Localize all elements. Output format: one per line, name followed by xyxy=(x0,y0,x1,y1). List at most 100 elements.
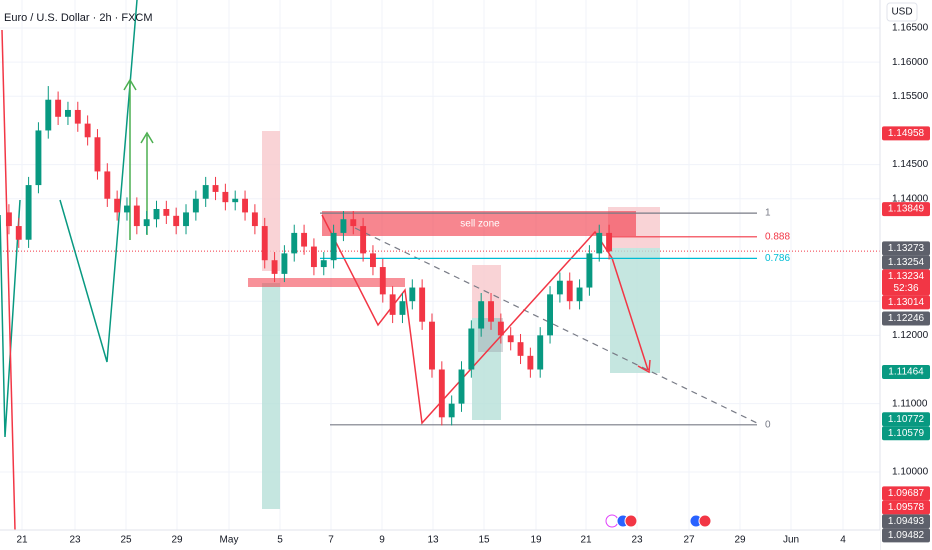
x-tick-label: 21 xyxy=(580,535,592,546)
candle-body xyxy=(389,294,396,315)
y-tick-label: 1.14500 xyxy=(892,159,929,170)
candle-body xyxy=(124,205,130,213)
icon[interactable] xyxy=(624,514,638,528)
candle-body xyxy=(232,198,239,203)
candle-body xyxy=(212,185,219,192)
candle-body xyxy=(438,369,445,418)
candle-body xyxy=(488,301,494,322)
candle-body xyxy=(94,137,101,172)
price-badge xyxy=(882,364,930,379)
candle-body xyxy=(576,287,583,302)
candle-body xyxy=(25,185,32,240)
candle-body xyxy=(281,253,288,274)
candle-body xyxy=(370,253,376,268)
sell-zone xyxy=(322,211,636,236)
candle-body xyxy=(271,260,278,274)
price-badge-label: 1.10772 xyxy=(888,414,925,425)
fibonacci: 1 0.888 0.786 0 xyxy=(320,208,790,430)
price-badge-label: 1.13234 xyxy=(888,271,925,282)
axes: 1.165001.160001.155001.145001.140001.125… xyxy=(16,23,930,546)
candle-body xyxy=(507,335,514,343)
price-badge xyxy=(882,412,930,427)
price-badge-label: 1.09493 xyxy=(888,516,925,527)
annotation: sell zone xyxy=(460,219,500,230)
price-badge xyxy=(882,269,930,296)
icon[interactable] xyxy=(605,514,619,528)
price-badge-label: 1.13273 xyxy=(888,243,925,254)
candle-body xyxy=(448,403,455,418)
x-tick-label: 5 xyxy=(277,535,283,546)
candle-body xyxy=(586,253,593,288)
currency[interactable]: USD xyxy=(891,7,912,18)
candle-body xyxy=(65,109,71,117)
candle-body xyxy=(360,226,367,254)
x-tick-label: 21 xyxy=(16,535,28,546)
x-tick-label: May xyxy=(220,535,239,546)
candle-body xyxy=(350,219,357,227)
arrow-head xyxy=(123,78,137,91)
event-icons xyxy=(605,514,712,528)
candle-body xyxy=(5,212,12,227)
price-badge-label: 1.09578 xyxy=(888,502,925,513)
candle-body xyxy=(458,369,465,404)
candle-body xyxy=(251,212,258,227)
fib-label: 0.786 xyxy=(765,253,790,264)
price-badge-label: 1.14958 xyxy=(888,128,925,139)
icon[interactable] xyxy=(698,514,712,528)
time-axis xyxy=(0,530,880,550)
x-tick-label: 23 xyxy=(69,535,81,546)
candle-body xyxy=(429,321,435,370)
price-badge-label: 1.12246 xyxy=(888,313,925,324)
price-badge-label: 1.13014 xyxy=(888,297,925,308)
chart-title: Euro / U.S. Dollar · 2h · FXCM xyxy=(4,12,153,24)
grid xyxy=(0,0,880,530)
candle-body xyxy=(409,287,416,302)
candle-body xyxy=(291,232,298,254)
fib-label: 1 xyxy=(765,208,771,219)
x-tick-label: 29 xyxy=(734,535,746,546)
candle-body xyxy=(163,208,170,216)
candle-body xyxy=(84,123,91,138)
candle-body xyxy=(330,232,337,261)
candle-body xyxy=(547,294,553,336)
x-tick-label: 23 xyxy=(631,535,643,546)
candle-body xyxy=(261,226,268,261)
candle-body xyxy=(517,342,524,356)
red-path xyxy=(1,29,16,531)
arrow-head xyxy=(637,359,651,374)
green-path xyxy=(59,0,138,363)
candle-body xyxy=(74,109,81,124)
price-badge xyxy=(882,500,930,515)
price-badge xyxy=(882,295,930,310)
candle-body xyxy=(527,355,534,370)
candle-body xyxy=(566,280,573,302)
price-badge xyxy=(882,486,930,501)
candle-body xyxy=(399,301,406,315)
x-tick-label: 19 xyxy=(530,535,542,546)
price-badge-label: 1.13254 xyxy=(888,257,925,268)
candle-body xyxy=(222,191,229,203)
price-badge xyxy=(882,426,930,441)
candle-body xyxy=(45,99,52,131)
price-badge xyxy=(882,202,930,217)
arrow-head xyxy=(140,131,154,144)
x-tick-label: Jun xyxy=(783,535,799,546)
x-tick-label: 27 xyxy=(683,535,695,546)
x-tick-label: 7 xyxy=(328,535,334,546)
candle-body xyxy=(173,215,180,227)
currency-button[interactable] xyxy=(886,2,918,22)
candle-body xyxy=(419,287,426,322)
x-tick-label: 15 xyxy=(478,535,490,546)
candle-body xyxy=(310,246,317,268)
countdown: 52:36 xyxy=(893,283,918,294)
y-tick-label: 1.12000 xyxy=(892,330,929,341)
candle-body xyxy=(468,328,475,370)
candle-body xyxy=(556,280,563,295)
candle-body xyxy=(153,208,160,220)
y-tick-label: 1.16500 xyxy=(892,23,929,34)
candle-body xyxy=(143,219,150,227)
candle-body xyxy=(478,301,485,329)
x-tick-label: 4 xyxy=(840,535,846,546)
candle-body xyxy=(55,99,62,117)
